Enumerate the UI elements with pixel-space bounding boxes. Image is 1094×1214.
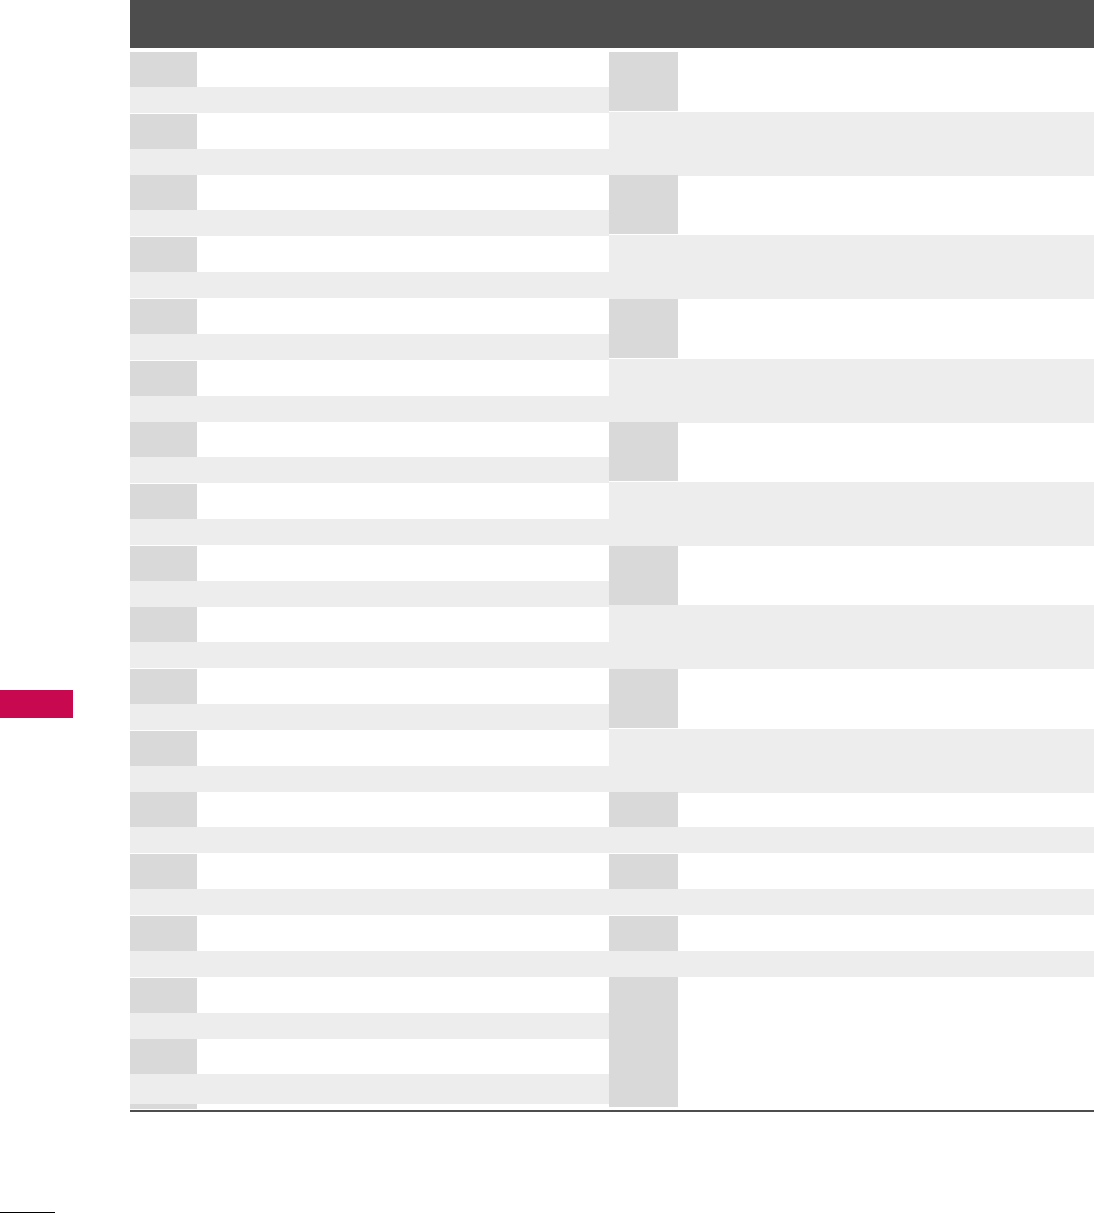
table-row-description bbox=[609, 827, 1094, 853]
table-row-key bbox=[130, 1104, 197, 1109]
table-row-description bbox=[609, 235, 1094, 299]
table-row-key bbox=[130, 422, 197, 457]
table-row-description bbox=[130, 581, 609, 607]
table-bottom-rule bbox=[130, 1110, 1094, 1112]
table-row-description bbox=[609, 359, 1094, 423]
table-row-description bbox=[130, 149, 609, 175]
table-row-description bbox=[130, 519, 609, 545]
table-row-key bbox=[130, 607, 197, 642]
table-row-description bbox=[130, 642, 609, 668]
table-row-key bbox=[609, 792, 678, 827]
table-row-description bbox=[130, 87, 609, 113]
table-row-description bbox=[130, 766, 609, 792]
table-row-key bbox=[130, 114, 197, 149]
table-row-description bbox=[609, 729, 1094, 793]
table-row-description bbox=[130, 889, 609, 915]
table-row-description bbox=[130, 210, 609, 236]
table-row-key bbox=[130, 669, 197, 704]
table-row-description bbox=[130, 1074, 609, 1104]
section-tab[interactable] bbox=[0, 690, 73, 718]
table-row-key bbox=[130, 1039, 197, 1074]
table-row-key bbox=[609, 299, 678, 358]
table-row-key bbox=[130, 978, 197, 1013]
table-row-key bbox=[609, 546, 678, 605]
table-row-key bbox=[609, 669, 678, 728]
table-row-key bbox=[609, 916, 678, 951]
table-row-key bbox=[130, 854, 197, 889]
table-row-key bbox=[609, 52, 678, 111]
table-row-description bbox=[609, 482, 1094, 546]
table-header-bar bbox=[130, 0, 1094, 48]
table-row-key bbox=[130, 52, 197, 87]
table-row-key bbox=[130, 792, 197, 827]
table-row-description bbox=[130, 396, 609, 422]
table-row-key bbox=[130, 175, 197, 210]
table-row-key bbox=[609, 977, 678, 1107]
table-row-description bbox=[130, 457, 609, 483]
table-row-key bbox=[130, 546, 197, 581]
table-row-key bbox=[130, 237, 197, 272]
table-row-description bbox=[130, 827, 609, 853]
table-row-description bbox=[130, 704, 609, 730]
table-row-key bbox=[609, 175, 678, 234]
table-row-key bbox=[609, 422, 678, 481]
table-row-description bbox=[130, 951, 609, 977]
table-row-description bbox=[609, 889, 1094, 915]
footer-rule bbox=[0, 1212, 55, 1213]
table-row-key bbox=[130, 916, 197, 951]
table-row-description bbox=[609, 951, 1094, 977]
table-row-key bbox=[130, 299, 197, 334]
table-row-description bbox=[130, 334, 609, 360]
table-row-key bbox=[130, 361, 197, 396]
table-row-description bbox=[609, 605, 1094, 669]
table-row-description bbox=[130, 1013, 609, 1039]
table-row-key bbox=[130, 484, 197, 519]
table-row-description bbox=[130, 272, 609, 298]
table-row-description bbox=[609, 112, 1094, 176]
table-row-key bbox=[130, 731, 197, 766]
table-row-key bbox=[609, 854, 678, 889]
